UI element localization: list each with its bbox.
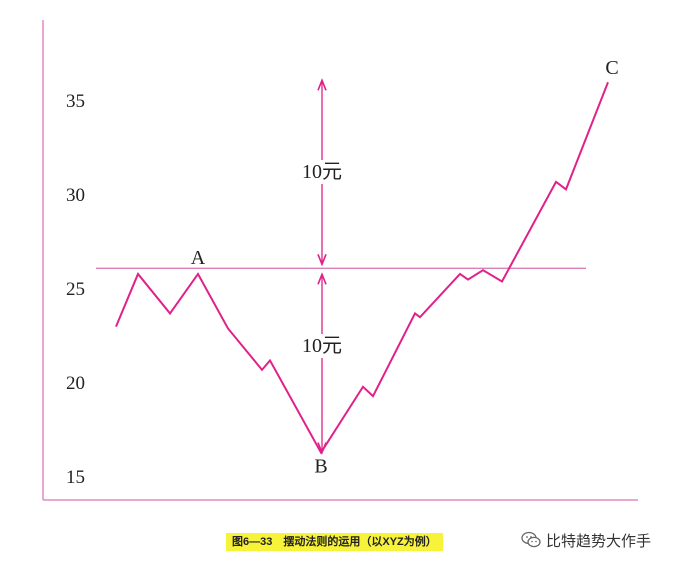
measure-label: 10元 (302, 161, 342, 183)
data-points (115, 82, 609, 453)
arrow-head (317, 78, 327, 91)
measure-label-bg (296, 334, 348, 358)
point-label-a: A (191, 247, 206, 269)
point-label-c: C (605, 57, 618, 79)
watermark: 比特趋势大作手 (520, 528, 651, 552)
arrow-head (317, 254, 327, 267)
point-labels: A B C (191, 57, 619, 477)
arrow-head (317, 272, 327, 285)
measure-label: 10元 (302, 335, 342, 357)
wechat-icon (521, 531, 541, 548)
measure-label-bg (296, 160, 348, 184)
measurement-arrows: 10元 10元 (296, 78, 348, 455)
y-tick-label: 30 (66, 185, 85, 206)
watermark-text: 比特趋势大作手 (546, 531, 652, 550)
y-tick-label: 20 (66, 373, 85, 394)
point-label-b: B (314, 456, 327, 478)
y-tick-label: 25 (66, 279, 85, 300)
y-tick-label: 35 (66, 91, 85, 112)
y-tick-label: 15 (66, 467, 85, 488)
figure-caption: 图6—33 摆动法则的运用（以XYZ为例） (226, 533, 443, 551)
y-ticks: 15 20 25 30 35 (66, 91, 85, 488)
